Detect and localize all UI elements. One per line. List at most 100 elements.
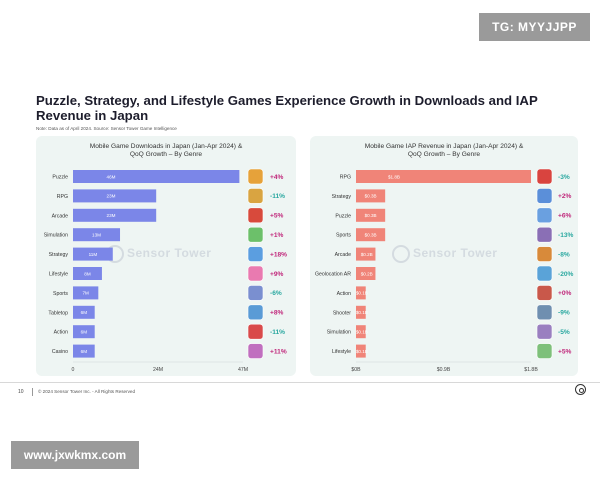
revenue-x-tick-label: $1.8B — [524, 367, 538, 373]
downloads-bar-value-label: 6M — [81, 349, 88, 354]
downloads-x-tick-label: 47M — [238, 367, 248, 373]
simulation-game-icon — [536, 323, 553, 340]
rpg-game-icon — [247, 188, 264, 204]
downloads-bar-chart: 0 24M 47M Puzzle 46M +4% RPG 23M -11% Arcade 23M +5… — [44, 168, 287, 373]
revenue-bar — [356, 305, 366, 319]
revenue-bar — [356, 325, 366, 339]
downloads-bar — [73, 305, 95, 319]
revenue-bar — [356, 286, 366, 300]
downloads-category-label: Strategy — [49, 252, 69, 258]
revenue-bar-value-label: $1.8B — [388, 174, 400, 179]
revenue-category-label: RPG — [340, 175, 351, 181]
revenue-growth-label: -13% — [558, 232, 574, 239]
puzzle-game-icon — [536, 207, 553, 224]
revenue-bar — [356, 189, 386, 203]
downloads-bar — [73, 344, 95, 358]
source-note: Note: Data as of April 2024. Source: Sen… — [36, 126, 177, 131]
rpg-game-icon — [536, 168, 553, 185]
action-game-icon — [536, 285, 553, 301]
revenue-category-label: Action — [337, 291, 352, 297]
downloads-growth-label: -11% — [270, 329, 285, 336]
downloads-bar — [73, 208, 157, 222]
downloads-growth-label: +11% — [270, 348, 287, 355]
downloads-chart-title-line1: Mobile Game Downloads in Japan (Jan-Apr … — [89, 143, 243, 150]
downloads-bar — [73, 189, 157, 203]
revenue-x-tick-label: $0B — [351, 367, 361, 373]
revenue-chart-title: Mobile Game IAP Revenue in Japan (Jan-Ap… — [310, 143, 578, 159]
downloads-growth-label: -6% — [270, 290, 282, 297]
revenue-category-label: Sports — [336, 233, 351, 239]
puzzle-game-icon — [247, 168, 264, 185]
downloads-category-label: RPG — [57, 194, 68, 200]
page-number: 10 — [18, 389, 24, 395]
revenue-bar-value-label: $0.3B — [365, 213, 377, 218]
downloads-growth-label: +9% — [270, 271, 284, 278]
geolocation-ar-game-icon — [536, 265, 553, 282]
downloads-category-label: Lifestyle — [49, 272, 68, 278]
downloads-bar-value-label: 13M — [92, 233, 101, 238]
revenue-bar-value-label: $0.2B — [361, 271, 373, 276]
revenue-bar — [356, 228, 386, 242]
revenue-chart-title-line1: Mobile Game IAP Revenue in Japan (Jan-Ap… — [364, 143, 524, 150]
downloads-bar-value-label: 11M — [89, 252, 98, 257]
lifestyle-game-icon — [536, 343, 553, 359]
revenue-category-label: Simulation — [327, 330, 351, 336]
downloads-bar-value-label: 23M — [107, 194, 116, 199]
downloads-x-tick-label: 0 — [72, 367, 75, 373]
revenue-category-label: Puzzle — [335, 213, 351, 219]
downloads-bar — [73, 325, 95, 339]
downloads-bar-value-label: 8M — [84, 271, 91, 276]
strategy-game-icon — [247, 246, 264, 262]
revenue-bar-value-label: $0.3B — [365, 233, 377, 238]
downloads-x-tick-label: 24M — [153, 367, 163, 373]
downloads-watermark-text: Sensor Tower — [127, 246, 212, 261]
shooter-game-icon — [536, 304, 553, 321]
revenue-bar — [356, 247, 376, 261]
downloads-category-label: Simulation — [44, 233, 68, 239]
revenue-growth-label: +5% — [558, 348, 572, 355]
downloads-growth-label: -11% — [270, 193, 285, 200]
revenue-bar-value-label: $0.2B — [361, 252, 373, 257]
downloads-growth-label: +1% — [270, 232, 284, 239]
downloads-bar-value-label: 6M — [81, 330, 88, 335]
downloads-chart-title-line2: QoQ Growth – By Genre — [129, 151, 203, 158]
revenue-x-tick-label: $0.9B — [437, 367, 451, 373]
footer-separator — [32, 388, 33, 396]
revenue-category-label: Lifestyle — [332, 349, 351, 355]
footer-divider — [0, 382, 600, 383]
revenue-sensor-tower-watermark: Sensor Tower — [392, 245, 497, 263]
simulation-game-icon — [247, 226, 264, 243]
downloads-bar-value-label: 46M — [107, 174, 116, 179]
revenue-category-label: Geolocation AR — [315, 272, 351, 278]
action-game-icon — [247, 323, 264, 340]
revenue-bar-value-label: $0.1B — [356, 349, 368, 354]
arcade-game-icon — [536, 246, 553, 262]
revenue-bar-value-label: $0.3B — [365, 194, 377, 199]
sensor-tower-logo-icon — [392, 245, 410, 263]
page-title: Puzzle, Strategy, and Lifestyle Games Ex… — [36, 93, 538, 123]
revenue-bar-value-label: $0.1B — [356, 310, 368, 315]
downloads-bar — [73, 228, 121, 242]
downloads-growth-label: +5% — [270, 213, 284, 220]
downloads-chart-title: Mobile Game Downloads in Japan (Jan-Apr … — [36, 143, 296, 159]
revenue-bar — [356, 344, 366, 358]
downloads-category-label: Action — [54, 330, 69, 336]
revenue-growth-label: -5% — [558, 329, 570, 336]
revenue-growth-label: -8% — [558, 251, 570, 258]
copyright-text: © 2024 Sensor Tower Inc. - All Rights Re… — [38, 389, 136, 394]
sensor-tower-footer-icon — [575, 384, 586, 395]
downloads-category-label: Puzzle — [52, 175, 68, 181]
revenue-bar-chart: $0B $0.9B $1.8B RPG $1.8B -3% Strategy $0.3B +2%… — [315, 168, 574, 373]
downloads-growth-label: +4% — [270, 174, 284, 181]
revenue-growth-label: +6% — [558, 213, 572, 220]
downloads-bar — [73, 286, 99, 300]
watermark-bottom: www.jxwkmx.com — [11, 441, 139, 469]
revenue-growth-label: -3% — [558, 174, 570, 181]
revenue-category-label: Arcade — [335, 252, 352, 258]
downloads-growth-label: +8% — [270, 310, 284, 317]
revenue-growth-label: -20% — [558, 271, 574, 278]
downloads-bar-value-label: 23M — [107, 213, 116, 218]
revenue-bar — [356, 170, 531, 183]
revenue-bar — [356, 208, 386, 222]
lifestyle-game-icon — [247, 265, 264, 282]
